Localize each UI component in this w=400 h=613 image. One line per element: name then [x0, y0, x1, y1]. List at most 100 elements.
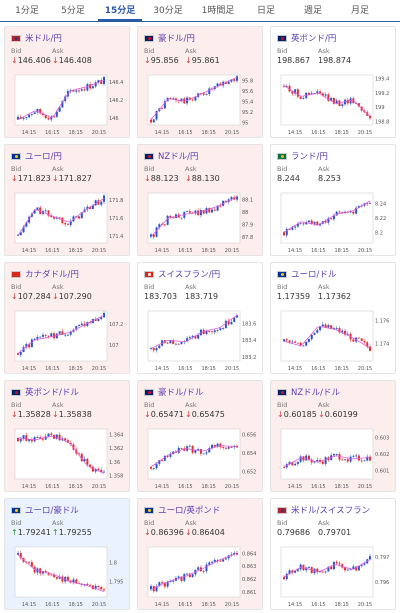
candle-body	[97, 468, 100, 471]
candle-body	[335, 561, 338, 564]
rate-card[interactable]: ユーロ/円 Bid Ask ↓171.823 ↓171.827 171.8 171.6 171…	[4, 144, 130, 256]
us-flag-icon	[11, 34, 21, 42]
bid-value: 0.65471	[150, 410, 184, 419]
candle-body	[296, 342, 299, 344]
candle-body	[155, 348, 158, 351]
tab-7[interactable]: 週足	[303, 6, 322, 16]
candle-body	[83, 89, 86, 91]
candle-body	[197, 210, 200, 216]
rate-card[interactable]: ユーロ/英ポンド Bid Ask ↓0.86396 ↓0.86404 0.864 0.863…	[137, 498, 263, 610]
card-header: ランド/円	[277, 150, 328, 162]
tab-8[interactable]: 月足	[350, 6, 369, 16]
plot-area	[280, 192, 374, 244]
candle-body	[208, 331, 211, 332]
candle-body	[291, 570, 294, 573]
candle-body	[216, 443, 219, 447]
rate-card[interactable]: 豪ドル/ドル Bid Ask ↓0.65471 ↓0.65475 0.656 0.654 0.…	[137, 380, 263, 492]
candle-body	[199, 93, 202, 95]
candle-body	[61, 331, 64, 335]
candle-body	[66, 334, 69, 336]
candle-body	[291, 91, 294, 94]
candle-body	[219, 328, 222, 331]
candle-body	[332, 454, 335, 456]
rate-card[interactable]: 英ポンド/ドル Bid Ask ↓1.35828 ↓1.35838 1.364 1.362 1…	[4, 380, 130, 492]
rate-card[interactable]: 豪ドル/円 Bid Ask ↓95.856 ↓95.861 95.8 95.6 95.4 95.…	[137, 26, 263, 138]
candle-body	[213, 559, 216, 562]
rate-card[interactable]: ランド/円 Bid Ask 8.244 8.253 8.24 8.22 8.2 14:15 16:…	[270, 144, 396, 256]
y-tick-label: 95.2	[242, 110, 253, 116]
rate-card[interactable]: NZドル/ドル Bid Ask ↓0.60185 ↓0.60199 0.603 0.602 0…	[270, 380, 396, 492]
y-tick-label: 8.22	[375, 216, 386, 222]
rate-card[interactable]: ユーロ/豪ドル Bid Ask ↑1.79241 ↑1.79255 1.8 1.795 14:…	[4, 498, 130, 610]
tab-1[interactable]: 1分足	[15, 6, 39, 16]
candle-body	[327, 566, 330, 572]
arrow-down-icon: ↓	[185, 56, 192, 65]
candle-body	[338, 100, 341, 106]
candle-body	[316, 221, 319, 226]
bid-value: 8.244	[277, 174, 300, 183]
candle-body	[152, 234, 155, 237]
y-tick-label: 199.4	[375, 77, 389, 83]
card-header: ユーロ/円	[11, 150, 62, 162]
candle-body	[66, 576, 69, 581]
candle-body	[357, 337, 360, 339]
candle-body	[283, 339, 285, 342]
candle-body	[172, 217, 175, 219]
tab-2[interactable]: 5分足	[61, 6, 85, 16]
bid-value: 0.79686	[277, 528, 311, 537]
currency-pair-name: 豪ドル/ドル	[158, 388, 204, 398]
rate-card[interactable]: スイスフラン/円 Bid Ask 183.703 183.719 183.6 183.4 18…	[137, 262, 263, 374]
tab-3[interactable]: 15分足	[98, 3, 142, 22]
candle-body	[202, 210, 205, 214]
candle-body	[172, 98, 175, 100]
moving-average-line	[17, 435, 105, 474]
tab-6[interactable]: 日足	[256, 6, 275, 16]
x-tick-label: 14:15	[22, 366, 36, 372]
candle-body	[158, 345, 161, 349]
candle-body	[103, 589, 105, 591]
rate-card[interactable]: 米ドル/スイスフラン Bid Ask 0.79686 0.79701 0.797 0.796…	[270, 498, 396, 610]
x-tick-label: 16:15	[45, 602, 59, 608]
currency-pair-name: ランド/円	[291, 152, 328, 162]
candle-body	[30, 113, 33, 115]
candle-body	[80, 212, 83, 219]
ask-label: Ask	[318, 283, 330, 291]
candle-body	[205, 564, 208, 572]
candle-body	[360, 338, 363, 341]
y-tick-label: 1.176	[375, 318, 389, 324]
bid-price: ↑1.79241	[11, 528, 51, 537]
candle-body	[86, 322, 89, 326]
x-tick-label: 20:15	[92, 602, 106, 608]
ask-price: 1.17362	[318, 292, 351, 301]
card-header: カナダドル/円	[11, 268, 79, 280]
candle-body	[103, 471, 105, 473]
rate-card[interactable]: 米ドル/円 Bid Ask ↓146.406 ↓146.408 146.4 146.2 146…	[4, 26, 130, 138]
candle-body	[313, 461, 316, 463]
candle-body	[100, 201, 103, 205]
candle-body	[205, 208, 208, 214]
x-tick-label: 16:15	[311, 602, 325, 608]
rate-card[interactable]: ユーロ/ドル Bid Ask 1.17359 1.17362 1.176 1.174 14:1…	[270, 262, 396, 374]
candle-body	[324, 571, 327, 573]
x-tick-label: 18:15	[201, 248, 215, 254]
ask-label: Ask	[318, 401, 330, 409]
rate-card[interactable]: NZドル/円 Bid Ask ↓88.123 ↓88.130 88.1 88 87.9 87.8…	[137, 144, 263, 256]
candle-body	[33, 437, 36, 442]
candle-body	[327, 94, 330, 101]
candle-body	[86, 583, 89, 586]
arrow-down-icon: ↓	[11, 56, 18, 65]
candle-body	[296, 569, 299, 572]
rate-card[interactable]: 英ポンド/円 Bid Ask 198.867 198.874 199.4 199.2 199 1…	[270, 26, 396, 138]
tab-4[interactable]: 30分足	[153, 6, 183, 16]
candle-body	[78, 216, 81, 219]
currency-pair-name: 米ドル/円	[25, 34, 62, 44]
candle-body	[357, 566, 360, 571]
tab-5[interactable]: 1時間足	[201, 6, 235, 16]
ask-value: 0.79701	[318, 528, 352, 537]
candle-body	[321, 324, 324, 327]
rate-card[interactable]: カナダドル/円 Bid Ask ↓107.284 ↓107.290 107.2 107 14:…	[4, 262, 130, 374]
bid-value: 146.406	[17, 56, 51, 65]
x-tick-label: 20:15	[358, 366, 372, 372]
x-tick-label: 16:15	[311, 484, 325, 490]
arrow-down-icon: ↓	[144, 410, 151, 419]
